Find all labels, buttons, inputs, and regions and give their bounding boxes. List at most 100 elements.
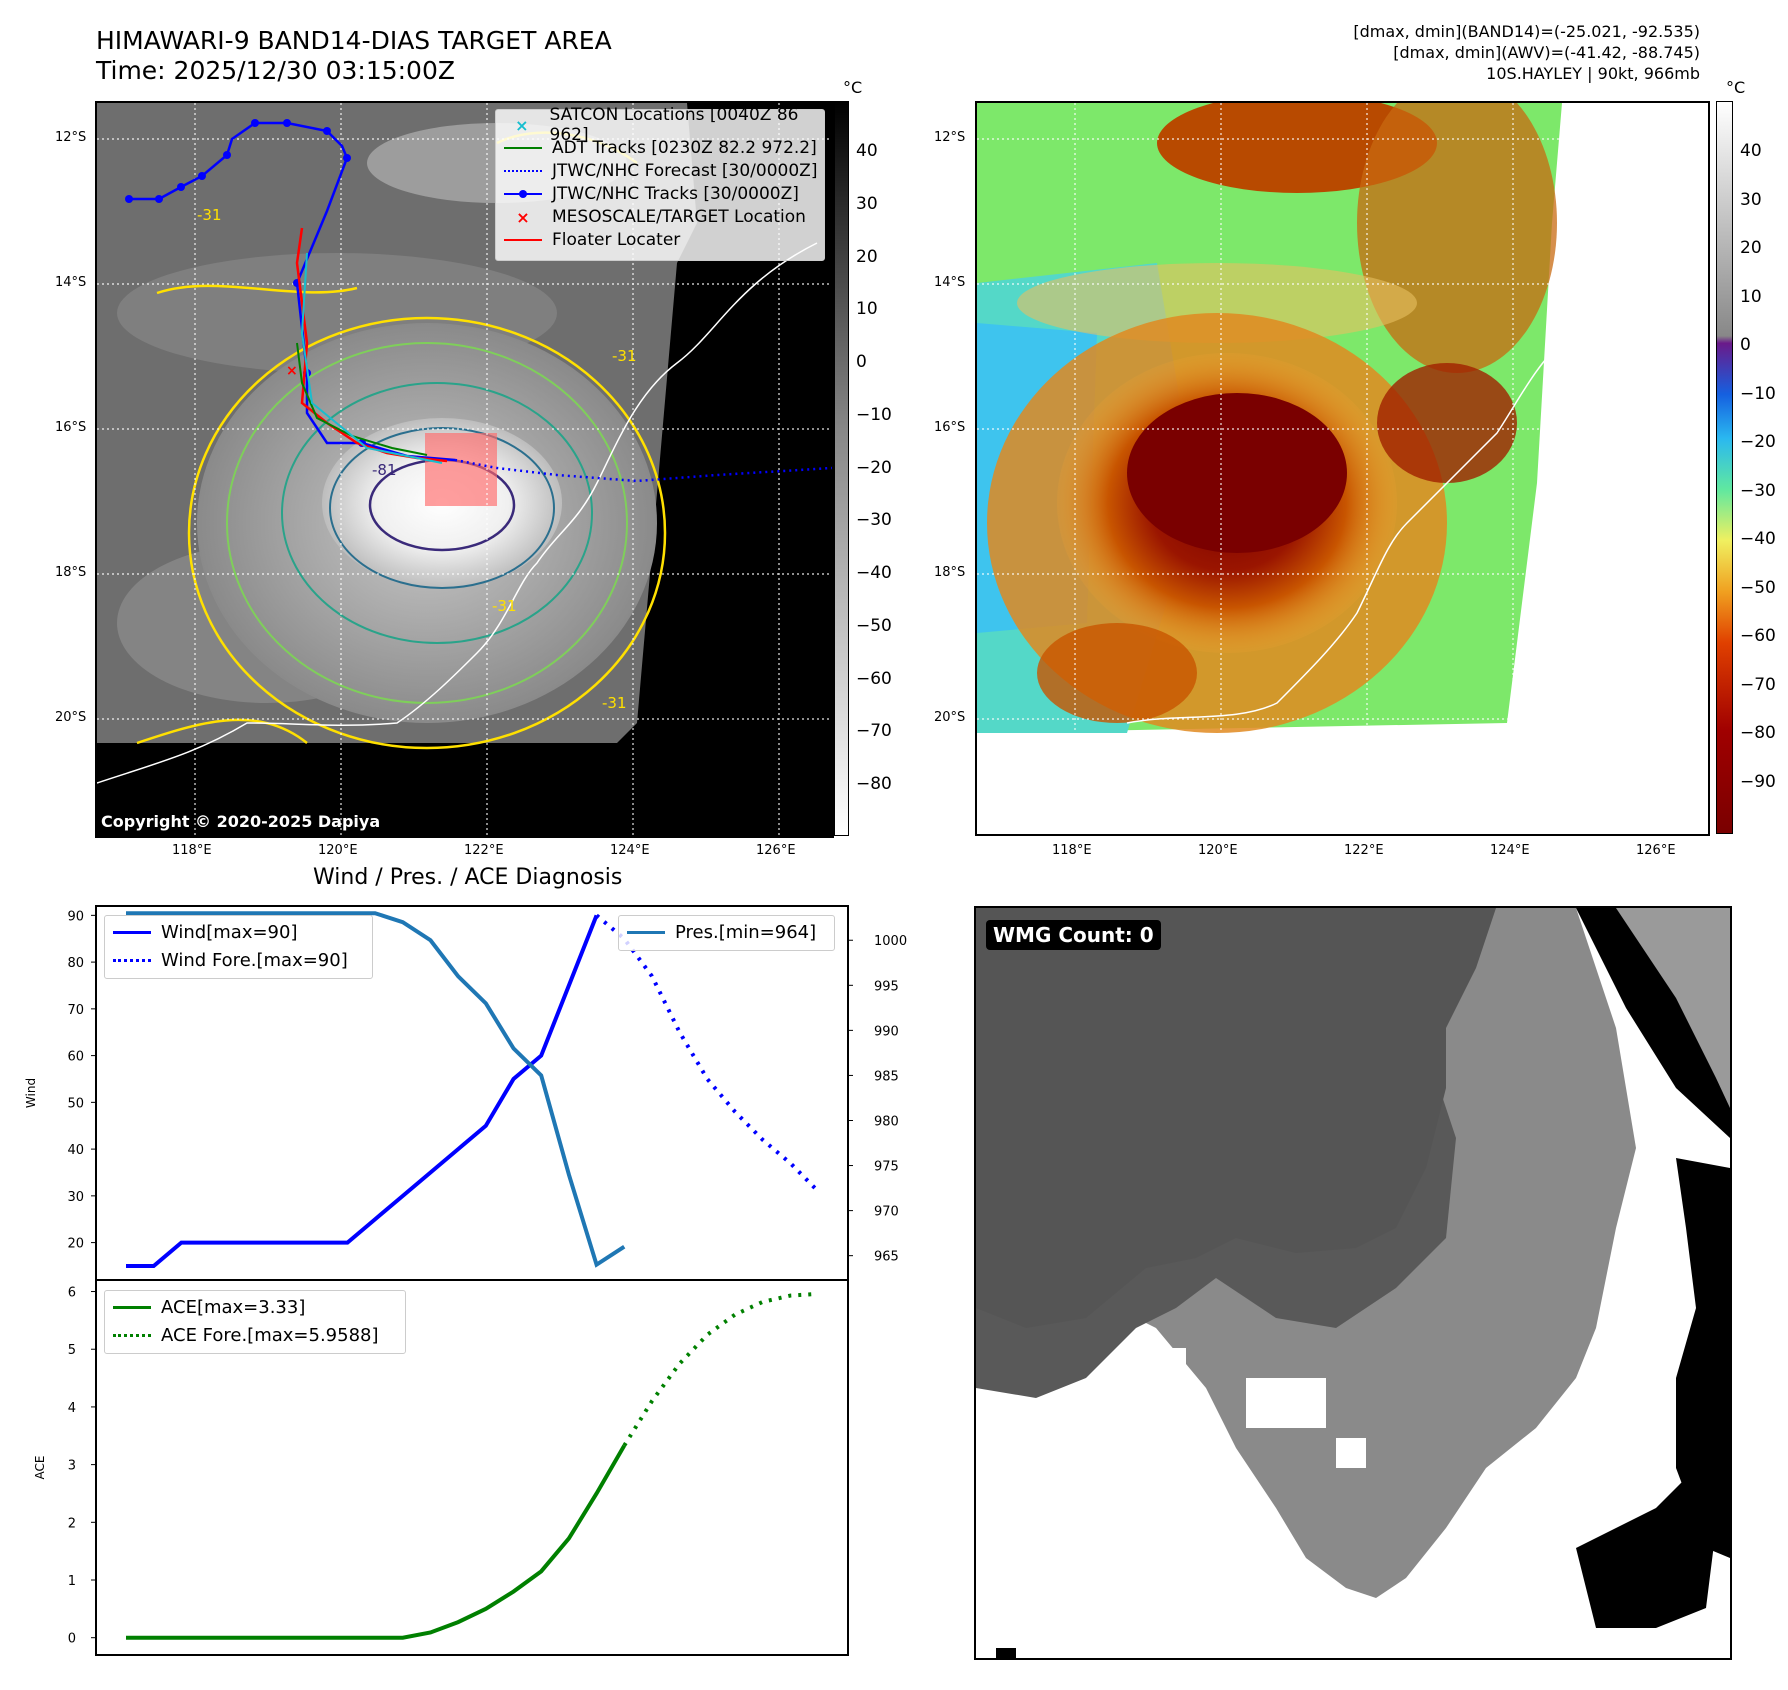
- legend-item-mesoscale: × MESOSCALE/TARGET Location: [504, 206, 806, 228]
- colorbar-tick-label: −90: [1740, 772, 1776, 792]
- lat-label: 14°S: [55, 275, 87, 290]
- ace-ytick-label: 0: [68, 1632, 76, 1647]
- legend-item-tracks: JTWC/NHC Tracks [30/0000Z]: [504, 183, 799, 205]
- legend-label: JTWC/NHC Forecast [30/0000Z]: [552, 161, 818, 181]
- figure-time: Time: 2025/12/30 03:15:00Z: [96, 56, 455, 85]
- grayscale-colorbar: [834, 101, 849, 836]
- legend-label: Wind Fore.[max=90]: [161, 949, 348, 971]
- figure-title: HIMAWARI-9 BAND14-DIAS TARGET AREA: [96, 26, 612, 55]
- lat-label: 14°S: [934, 275, 966, 290]
- legend-label: ADT Tracks [0230Z 82.2 972.2]: [552, 138, 817, 158]
- colorbar-tick-label: 0: [1740, 335, 1751, 356]
- wind-ytick-label: 70: [67, 1003, 84, 1018]
- lon-label: 126°E: [1636, 843, 1676, 858]
- colorbar-tick-label: 0: [856, 352, 867, 372]
- mesoscale-marker-icon: ×: [516, 207, 530, 227]
- ace-forecast-series-line: [622, 1291, 819, 1447]
- chart-title: Wind / Pres. / ACE Diagnosis: [313, 865, 623, 890]
- lon-label: 124°E: [1490, 843, 1530, 858]
- wmg-count-label: WMG Count: 0: [986, 920, 1161, 950]
- wmg-image: [976, 908, 1730, 1658]
- legend-label: Pres.[min=964]: [675, 921, 817, 943]
- lat-label: 20°S: [934, 710, 966, 725]
- pressure-ytick-label: 990: [874, 1024, 899, 1039]
- lat-label: 20°S: [55, 710, 87, 725]
- ace-axes-frame: [95, 1279, 849, 1656]
- ace-ytick-label: 2: [68, 1516, 76, 1531]
- legend-label: Wind[max=90]: [161, 921, 298, 943]
- legend-item-forecast: JTWC/NHC Forecast [30/0000Z]: [504, 160, 817, 182]
- pressure-legend: Pres.[min=964]: [618, 915, 835, 951]
- contour-label: -31: [197, 206, 222, 224]
- contour-label: -81: [372, 461, 397, 479]
- legend-item-ace-forecast: ACE Fore.[max=5.9588]: [113, 1324, 379, 1346]
- ace-forecast-line-icon: [113, 1333, 151, 1337]
- color-colorbar: [1716, 101, 1733, 834]
- colorbar-tick-label: 40: [856, 141, 878, 161]
- colorbar-tick-label: −30: [856, 510, 892, 531]
- tracks-line-icon: [504, 190, 542, 198]
- legend-item-floater: Floater Locater: [504, 229, 680, 251]
- pressure-ytick-label: 970: [874, 1205, 899, 1220]
- lon-label: 118°E: [172, 843, 212, 858]
- ace-ytick-label: 1: [68, 1574, 76, 1589]
- info-band14: [dmax, dmin](BAND14)=(-25.021, -92.535): [1353, 22, 1700, 41]
- pressure-ytick-label: 985: [874, 1069, 899, 1084]
- lat-label: 18°S: [55, 565, 87, 580]
- ace-axis-label: ACE: [33, 1456, 47, 1480]
- track-legend: × SATCON Locations [0040Z 86 962] ADT Tr…: [495, 105, 825, 261]
- pressure-line-icon: [627, 930, 665, 934]
- grayscale-ir-map: × -31 -81 -31 -31 -31 Copyright © 2020-2…: [95, 101, 834, 838]
- legend-item-wind: Wind[max=90]: [113, 921, 298, 943]
- wind-ytick-label: 20: [67, 1237, 84, 1252]
- contour-label: -31: [612, 347, 637, 365]
- wind-ytick-label: 40: [67, 1143, 84, 1158]
- lat-label: 12°S: [934, 130, 966, 145]
- lat-label: 16°S: [55, 420, 87, 435]
- colorbar-tick-label: −30: [1740, 480, 1776, 501]
- diagnosis-chart: 2030405060708090965970975980985990995100…: [24, 905, 907, 1656]
- ace-ytick-label: 5: [68, 1343, 76, 1358]
- ace-series-line: [126, 1444, 626, 1640]
- colorbar-tick-label: −40: [856, 563, 892, 583]
- colorbar-tick-label: 40: [1740, 141, 1762, 161]
- colorbar-tick-label: 30: [1740, 189, 1762, 210]
- colorbar-tick-label: 10: [856, 299, 878, 320]
- legend-item-satcon: × SATCON Locations [0040Z 86 962]: [504, 105, 824, 145]
- wind-ytick-label: 50: [67, 1096, 84, 1111]
- wind-forecast-series-line: [595, 913, 820, 1193]
- colorbar-tick-label: −60: [1740, 626, 1776, 647]
- ace-ytick-label: 3: [68, 1459, 76, 1474]
- colorbar-unit: °C: [1726, 78, 1746, 97]
- legend-label: JTWC/NHC Tracks [30/0000Z]: [552, 184, 799, 204]
- ace-legend: ACE[max=3.33] ACE Fore.[max=5.9588]: [104, 1290, 406, 1354]
- legend-label: Floater Locater: [552, 230, 681, 250]
- colorbar-tick-label: −10: [856, 404, 892, 425]
- floater-line-icon: [504, 239, 542, 241]
- colorbar-tick-label: −40: [1740, 529, 1776, 550]
- color-ir-map: [975, 101, 1710, 836]
- colorbar-tick-label: −60: [856, 668, 892, 689]
- lon-label: 124°E: [610, 843, 650, 858]
- lon-label: 126°E: [756, 843, 796, 858]
- colorbar-tick-label: −20: [1740, 432, 1776, 453]
- legend-item-ace: ACE[max=3.33]: [113, 1296, 305, 1318]
- legend-item-pressure: Pres.[min=964]: [627, 921, 816, 943]
- lat-label: 18°S: [934, 565, 966, 580]
- colorbar-tick-label: −70: [856, 721, 892, 742]
- wind-ytick-label: 90: [67, 909, 84, 924]
- forecast-line-icon: [504, 170, 542, 172]
- satcon-marker-icon: ×: [515, 115, 529, 135]
- lon-label: 122°E: [464, 843, 504, 858]
- pressure-ytick-label: 975: [874, 1160, 899, 1175]
- wind-ytick-label: 30: [67, 1190, 84, 1205]
- colorbar-tick-label: −50: [1740, 577, 1776, 598]
- adt-line-icon: [504, 147, 542, 149]
- lon-label: 122°E: [1344, 843, 1384, 858]
- info-awv: [dmax, dmin](AWV)=(-41.42, -88.745): [1393, 43, 1700, 62]
- pressure-ytick-label: 995: [874, 979, 899, 994]
- pressure-ytick-label: 965: [874, 1250, 899, 1265]
- legend-label: ACE[max=3.33]: [161, 1296, 306, 1318]
- lat-label: 16°S: [934, 420, 966, 435]
- colorbar-tick-label: −70: [1740, 674, 1776, 695]
